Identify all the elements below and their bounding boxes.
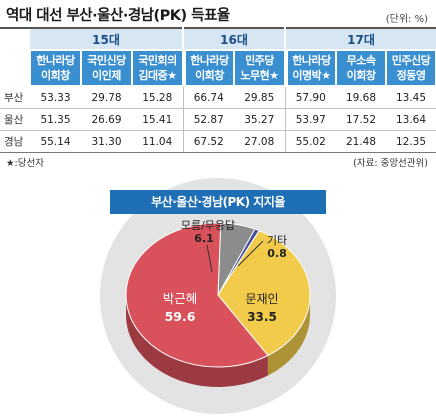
table-cell: 35.27	[234, 108, 286, 131]
pie-value-moon: 33.5	[247, 310, 277, 324]
table-cell: 12.35	[386, 130, 436, 153]
pie-slice-side	[126, 295, 268, 387]
table-cell: 11.04	[132, 130, 184, 153]
pie-value-unknown: 6.1	[194, 232, 214, 245]
pie-label-moon: 문재인	[245, 292, 278, 306]
table-cell: 55.02	[284, 130, 337, 153]
election-header-row: 15대 16대 17대	[0, 28, 436, 49]
candidate-header: 한나라당 이명박★	[288, 51, 336, 85]
page-title: 역대 대선 부산·울산·경남(PK) 득표율	[6, 8, 230, 24]
table-cell: 29.85	[234, 87, 286, 109]
election-17-header: 17대	[284, 28, 436, 49]
pie-label-unknown: 모름/무응답	[181, 219, 235, 232]
table-cell: 67.52	[182, 130, 235, 153]
table-cell: 26.69	[81, 108, 132, 131]
table-cell: 13.64	[386, 108, 436, 131]
table-cell: 51.35	[30, 108, 81, 131]
pie-label-etc: 기타	[267, 234, 287, 247]
pie-slice	[217, 229, 311, 357]
pie-value-park: 59.6	[165, 309, 196, 324]
pie-label-park: 박근혜	[163, 291, 198, 306]
table-cell: 15.28	[132, 87, 184, 109]
candidate-header: 국민신당 이인제	[82, 51, 131, 85]
table-cell: 31.30	[81, 130, 132, 153]
leader-line-unknown	[206, 244, 213, 273]
region-label: 경남	[0, 130, 30, 153]
table-cell: 27.08	[234, 130, 286, 153]
table-cell: 17.52	[336, 108, 387, 131]
table-cell: 66.74	[182, 87, 235, 109]
pie-slice-side	[267, 295, 310, 376]
table-cell: 55.14	[30, 130, 81, 153]
table-cell: 15.41	[132, 108, 184, 131]
table-row: 부산 53.33 29.78 15.28 66.74 29.85 57.90 1…	[0, 87, 436, 109]
candidate-header: 한나라당 이회창	[31, 51, 80, 85]
candidate-header: 무소속 이회창	[337, 51, 386, 85]
candidate-header: 한나라당 이회창	[186, 51, 234, 85]
table-cell: 19.68	[336, 87, 387, 109]
table-cell: 53.33	[30, 87, 81, 109]
table-row: 울산 51.35 26.69 15.41 52.87 35.27 53.97 1…	[0, 108, 436, 131]
winner-footnote: ★:당선자	[6, 158, 44, 169]
region-label: 부산	[0, 87, 30, 109]
election-15-header: 15대	[30, 28, 184, 49]
vote-share-table: 15대 16대 17대 한나라당 이회창 국민신당 이인제 국민회의 김대중★ …	[0, 27, 436, 153]
candidate-header: 민주당 노무현★	[235, 51, 285, 85]
table-cell: 29.78	[81, 87, 132, 109]
pie-slices	[125, 222, 311, 387]
unit-label: (단위: %)	[385, 14, 428, 25]
pie-value-etc: 0.8	[267, 247, 287, 260]
candidate-header: 국민회의 김대중★	[133, 51, 183, 85]
leader-line-etc	[237, 240, 264, 267]
candidate-header-row: 한나라당 이회창 국민신당 이인제 국민회의 김대중★ 한나라당 이회창 민주당…	[0, 49, 436, 87]
table-cell: 13.45	[386, 87, 436, 109]
source-note: (자료: 중앙선관위)	[353, 158, 428, 169]
election-16-header: 16대	[182, 28, 286, 49]
candidate-header: 민주신당 정동영	[387, 51, 436, 85]
pie-slice	[125, 222, 269, 368]
region-label: 울산	[0, 108, 30, 131]
table-cell: 52.87	[182, 108, 235, 131]
table-cell: 21.48	[336, 130, 387, 153]
table-cell: 57.90	[284, 87, 337, 109]
table-cell: 53.97	[284, 108, 337, 131]
chart-title: 부산·울산·경남(PK) 지지율	[110, 190, 326, 214]
table-row: 경남 55.14 31.30 11.04 67.52 27.08 55.02 2…	[0, 130, 436, 153]
